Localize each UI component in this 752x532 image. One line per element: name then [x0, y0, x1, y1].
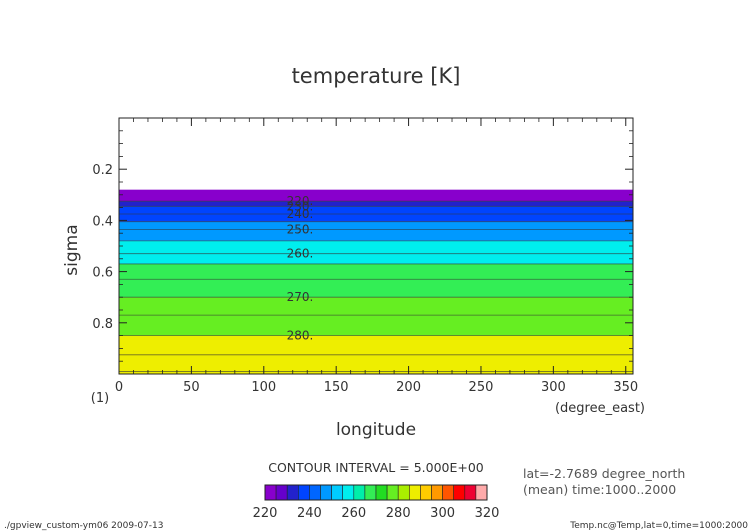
colorbar-swatch-15 [431, 484, 443, 501]
colorbar-swatch-5 [320, 484, 332, 501]
colorbar-tick-label-0: 220 [253, 506, 278, 521]
band-0 [119, 189, 633, 202]
x-axis-units: (degree_east) [555, 401, 645, 416]
x-axis-label: longitude [336, 420, 416, 440]
y-tick-label-3: 0.8 [92, 317, 113, 332]
band-3 [119, 221, 633, 241]
colorbar-swatch-11 [386, 484, 399, 501]
chart-title: temperature [K] [292, 64, 461, 88]
contour-label-2: 240. [287, 207, 314, 221]
colorbar-frame [264, 484, 488, 501]
colorbar-swatch-10 [375, 484, 388, 501]
y-tick-label-2: 0.6 [92, 266, 113, 281]
colorbar-swatch-2 [286, 484, 299, 501]
x-tick-label-0: 0 [115, 380, 123, 395]
colorbar-labels: 220 240 260 280 300 320 [253, 506, 500, 521]
contour-label-6: 260. [287, 247, 314, 261]
contour-fill-field [119, 189, 633, 374]
info-time: (mean) time:1000..2000 [523, 482, 676, 497]
colorbar-swatch-1 [275, 484, 288, 501]
x-tick-label-1: 50 [183, 380, 200, 395]
band-4 [119, 240, 633, 264]
contour-interval-text: CONTOUR INTERVAL = 5.000E+00 [268, 460, 484, 475]
colorbar-tick-label-1: 240 [297, 506, 322, 521]
footer-right: Temp.nc@Temp,lat=0,time=1000:2000 [569, 521, 748, 531]
contour-label-9: 270. [287, 290, 314, 304]
contour-label-4: 250. [287, 222, 314, 236]
y-axis-units: (1) [91, 391, 109, 406]
colorbar-swatch-17 [453, 484, 466, 501]
x-tick-label-7: 350 [613, 380, 638, 395]
colorbar-swatch-4 [309, 484, 321, 501]
colorbar-swatch-13 [408, 484, 421, 501]
colorbar-tick-label-2: 260 [341, 506, 366, 521]
y-tick-label-0: 0.2 [92, 163, 113, 178]
y-axis-label: sigma [62, 224, 82, 275]
colorbar-swatch-7 [342, 484, 355, 501]
footer-left: ./gpview_custom-ym06 2009-07-13 [4, 521, 164, 531]
colorbar-swatch-0 [264, 484, 277, 501]
contour-lines: 220.230.240.250. 260. 270. 280. [119, 194, 633, 372]
x-tick-label-2: 100 [251, 380, 276, 395]
contour-label-0: 220. [287, 194, 314, 208]
info-latitude: lat=-2.7689 degree_north [523, 466, 685, 481]
colorbar-swatch-3 [297, 484, 310, 501]
colorbar-swatch-14 [420, 484, 432, 501]
colorbar-swatch-19 [475, 484, 488, 501]
colorbar-swatch-8 [353, 484, 366, 501]
x-axis-ticks: 0 50 100 150 200 250 300 350 [115, 118, 638, 395]
x-tick-label-6: 300 [541, 380, 566, 395]
colorbar-swatch-12 [397, 484, 410, 501]
x-tick-label-4: 200 [396, 380, 421, 395]
colorbar-tick-label-3: 280 [386, 506, 411, 521]
y-tick-label-1: 0.4 [92, 214, 113, 229]
colorbar-swatch-18 [464, 484, 477, 501]
y-axis-ticks: 0.2 0.4 0.6 0.8 [92, 130, 633, 362]
x-tick-label-5: 250 [469, 380, 494, 395]
colorbar [264, 484, 488, 501]
colorbar-tick-label-5: 320 [475, 506, 500, 521]
x-tick-label-3: 150 [324, 380, 349, 395]
contour-label-1: 230. [287, 199, 314, 213]
band-6 [119, 297, 633, 336]
colorbar-swatch-16 [442, 484, 455, 501]
band-1 [119, 201, 633, 207]
band-5 [119, 263, 633, 298]
colorbar-tick-label-4: 300 [430, 506, 455, 521]
colorbar-swatch-6 [331, 484, 344, 501]
contour-label-11: 280. [287, 329, 314, 343]
colorbar-swatch-9 [364, 484, 377, 501]
